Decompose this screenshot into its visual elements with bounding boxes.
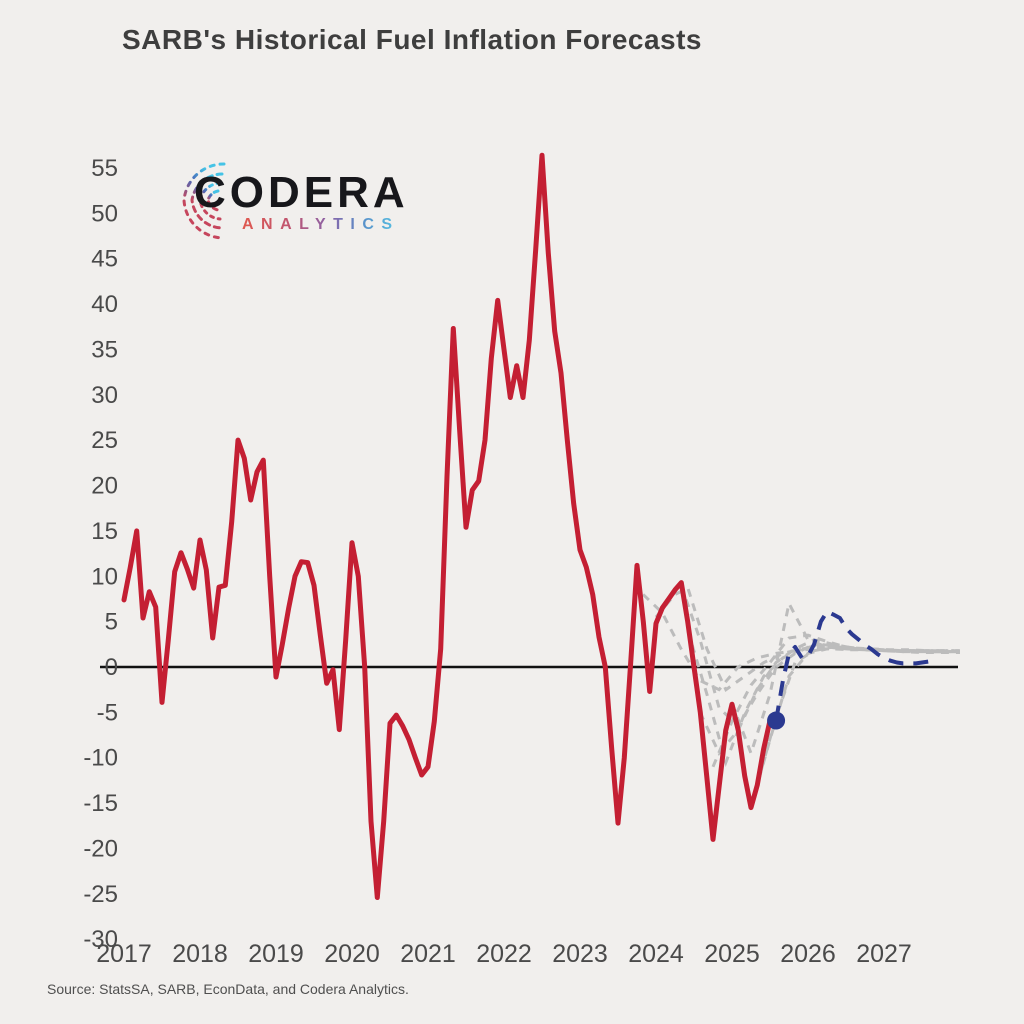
y-axis-label: 40 [91, 291, 118, 318]
x-axis-label: 2022 [476, 940, 532, 968]
historical-forecast-line [686, 630, 954, 768]
x-axis-label: 2017 [96, 940, 152, 968]
y-axis-label: 10 [91, 563, 118, 590]
latest-actual-point [767, 711, 786, 730]
actual-inflation-line [121, 152, 773, 900]
codera-analytics-logo: CODERA ANALYTICS [162, 150, 432, 250]
x-axis-label: 2021 [400, 940, 456, 968]
y-axis-label: 20 [91, 473, 118, 500]
chart-title: SARB's Historical Fuel Inflation Forecas… [122, 24, 703, 55]
y-axis-label: 0 [105, 654, 118, 681]
y-axis-label: 25 [91, 427, 118, 454]
x-axis-label: 2019 [248, 940, 304, 968]
codera-logo-icon [182, 162, 226, 240]
historical-forecast-line [755, 645, 948, 786]
historical-forecast-line [749, 647, 960, 809]
latest-forecast-line [774, 609, 936, 721]
y-axis-label: -20 [83, 835, 118, 862]
y-axis-label: 5 [105, 609, 118, 636]
historical-forecast-line [711, 633, 960, 768]
logo-wordmark: CODERA [194, 168, 409, 217]
y-axis-label: -15 [83, 790, 118, 817]
historical-forecast-line [679, 584, 960, 729]
y-axis-label: 55 [91, 155, 118, 182]
y-axis-label: 45 [91, 246, 118, 273]
y-axis-label: 15 [91, 518, 118, 545]
x-axis-label: 2020 [324, 940, 380, 968]
x-axis-label: 2024 [628, 940, 684, 968]
y-axis-label: -30 [83, 926, 118, 953]
y-axis-label: -25 [83, 881, 118, 908]
source-note: Source: StatsSA, SARB, EconData, and Cod… [47, 981, 409, 997]
x-axis-label: 2026 [780, 940, 836, 968]
y-axis-label: -10 [83, 745, 118, 772]
logo-subtitle: ANALYTICS [242, 216, 400, 233]
x-axis-label: 2025 [704, 940, 760, 968]
y-axis-label: -5 [97, 699, 118, 726]
y-axis-label: 30 [91, 382, 118, 409]
x-axis-label: 2027 [856, 940, 912, 968]
y-axis-label: 35 [91, 336, 118, 363]
y-axis-label: 50 [91, 200, 118, 227]
x-axis-label: 2023 [552, 940, 608, 968]
x-axis-label: 2018 [172, 940, 228, 968]
